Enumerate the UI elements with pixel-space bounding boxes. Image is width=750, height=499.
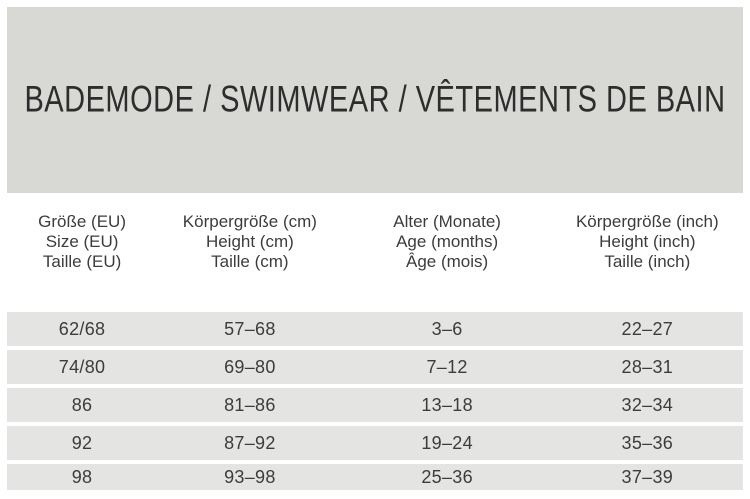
header-line-en: Age (months) <box>396 232 499 251</box>
header-line-en: Height (cm) <box>205 232 294 251</box>
cell-age-months: 13–18 <box>421 394 473 415</box>
cell-height-cm: 57–68 <box>224 318 276 339</box>
cell-size-eu: 98 <box>71 466 93 487</box>
cell-height-inch: 35–36 <box>621 432 674 453</box>
size-table: Größe (EU) Size (EU) Taille (EU) Körperg… <box>7 212 743 490</box>
cell-height-cm: 81–86 <box>224 394 276 415</box>
header-line-de: Körpergröße (inch) <box>575 212 719 231</box>
cell-height-inch: 37–39 <box>621 466 674 487</box>
cell-age-months: 3–6 <box>431 318 463 339</box>
column-header-age-months: Alter (Monate) Age (months) Âge (mois) <box>343 212 552 272</box>
header-line-en: Height (inch) <box>599 232 696 251</box>
page-title: BADEMODE / SWIMWEAR / VÊTEMENTS DE BAIN <box>24 78 726 120</box>
header-line-en: Size (EU) <box>45 232 119 251</box>
table-row: 98 93–98 25–36 37–39 <box>7 464 743 490</box>
cell-size-eu: 62/68 <box>58 318 106 339</box>
cell-age-months: 7–12 <box>426 356 468 377</box>
cell-height-cm: 69–80 <box>224 356 276 377</box>
header-line-fr: Âge (mois) <box>406 252 489 271</box>
cell-age-months: 19–24 <box>421 432 473 453</box>
table-row: 62/68 57–68 3–6 22–27 <box>7 312 743 346</box>
header-line-de: Alter (Monate) <box>393 212 501 231</box>
cell-size-eu: 92 <box>71 432 93 453</box>
cell-height-cm: 87–92 <box>224 432 276 453</box>
column-header-height-cm: Körpergröße (cm) Height (cm) Taille (cm) <box>157 212 342 272</box>
table-row: 86 81–86 13–18 32–34 <box>7 388 743 422</box>
header-line-fr: Taille (cm) <box>211 252 289 271</box>
table-body: 62/68 57–68 3–6 22–27 74/80 69–80 7–12 2… <box>7 312 743 490</box>
header-line-fr: Taille (EU) <box>42 252 122 271</box>
column-header-size-eu: Größe (EU) Size (EU) Taille (EU) <box>7 212 157 272</box>
cell-size-eu: 86 <box>71 394 93 415</box>
header-line-de: Größe (EU) <box>38 212 126 231</box>
table-row: 74/80 69–80 7–12 28–31 <box>7 350 743 384</box>
cell-age-months: 25–36 <box>421 466 473 487</box>
cell-height-inch: 32–34 <box>621 394 674 415</box>
table-row: 92 87–92 19–24 35–36 <box>7 426 743 460</box>
cell-size-eu: 74/80 <box>58 356 106 377</box>
header-line-de: Körpergröße (cm) <box>182 212 317 231</box>
banner: BADEMODE / SWIMWEAR / VÊTEMENTS DE BAIN <box>7 7 743 193</box>
cell-height-cm: 93–98 <box>224 466 276 487</box>
cell-height-inch: 28–31 <box>621 356 674 377</box>
header-line-fr: Taille (inch) <box>604 252 691 271</box>
column-header-height-inch: Körpergröße (inch) Height (inch) Taille … <box>552 212 743 272</box>
table-header-row: Größe (EU) Size (EU) Taille (EU) Körperg… <box>7 212 743 272</box>
cell-height-inch: 22–27 <box>621 318 674 339</box>
